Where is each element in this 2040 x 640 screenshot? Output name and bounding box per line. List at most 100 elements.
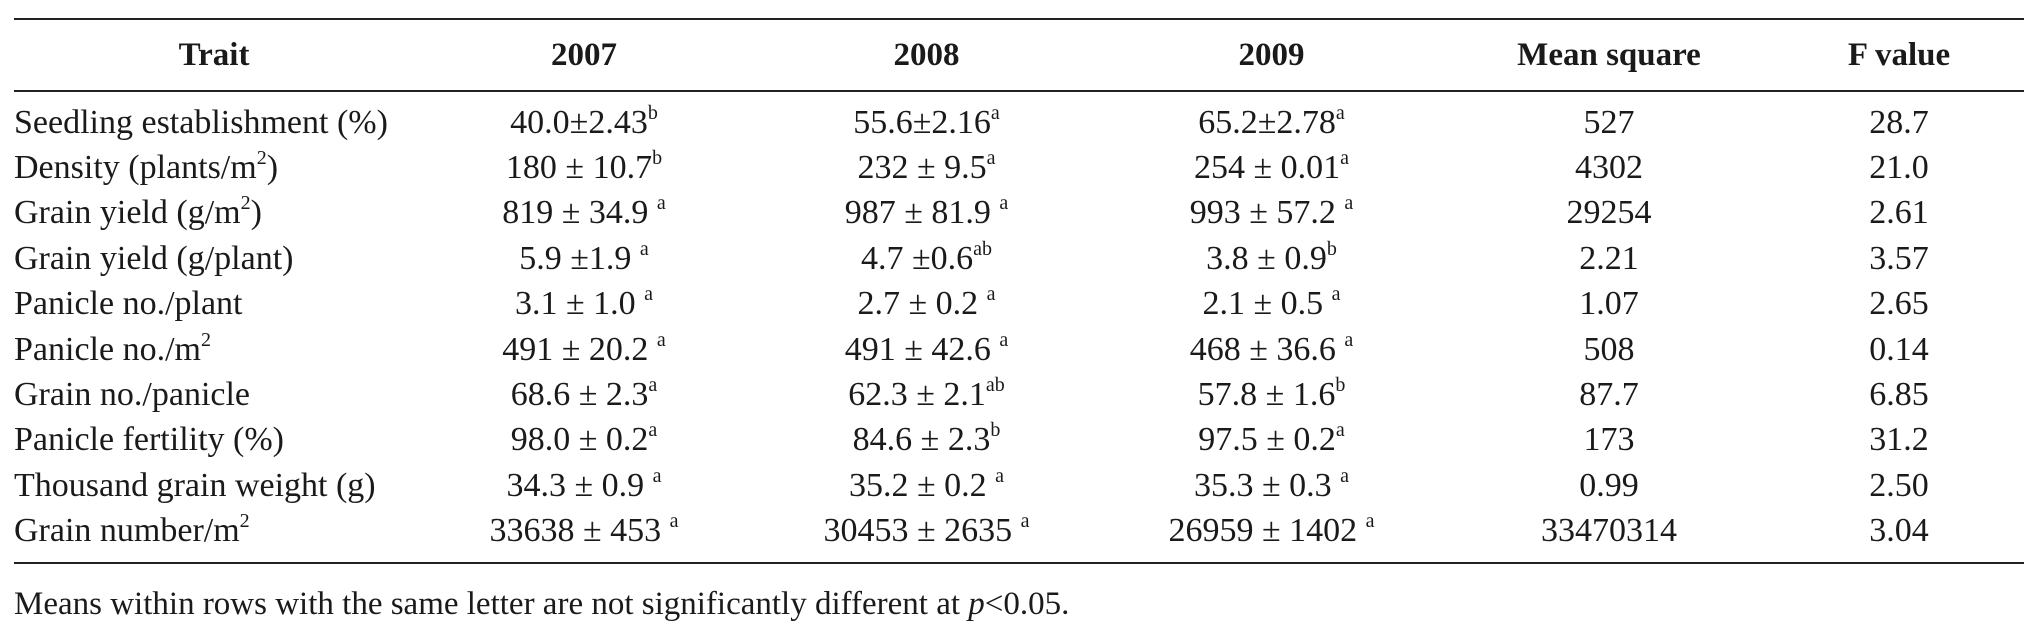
mean-square-cell: 508 [1583, 330, 1635, 368]
footnote: Means within rows with the same letter a… [14, 586, 2024, 623]
value-2009: 57.8 ± 1.6 [1197, 376, 1336, 414]
header-f-value: F value [1847, 36, 1951, 73]
letter-2009: a [1335, 101, 1345, 124]
trait-cell: Grain yield (g/m2) [14, 191, 414, 236]
trait-label: Grain number/m [14, 512, 240, 550]
value-2009: 993 ± 57.2 [1189, 194, 1345, 232]
table-row: Panicle fertility (%) 98.0 ± 0.2a 84.6 ± 2… [14, 418, 2024, 463]
trait-label: Thousand grain weight (g) [14, 466, 376, 504]
letter-2009: b [1326, 237, 1337, 260]
value-2008-cell: 987 ± 81.9 a [754, 191, 1099, 236]
trait-label: Density (plants/m [14, 149, 257, 187]
letter-2008: a [986, 283, 996, 306]
mean-square-cell: 29254 [1566, 194, 1652, 232]
trait-cell: Panicle fertility (%) [14, 418, 414, 463]
mean-square-cell: 527 [1583, 103, 1635, 141]
trait-label: Panicle no./plant [14, 285, 243, 323]
letter-2008: a [995, 464, 1005, 487]
letter-2007: a [656, 328, 666, 351]
letter-2008: a [1020, 510, 1030, 533]
mean-square-cell: 4302 [1575, 149, 1643, 187]
mean-square-cell: 173 [1583, 421, 1635, 459]
trait-cell: Panicle no./plant [14, 282, 414, 327]
trait-superscript: 2 [240, 192, 251, 215]
table-row: Grain no./panicle 68.6 ± 2.3a 62.3 ± 2.1ab… [14, 372, 2024, 417]
mean-square-cell: 0.99 [1579, 466, 1639, 504]
value-2008-cell: 30453 ± 2635 a [754, 509, 1099, 554]
trait-superscript: 2 [256, 147, 267, 170]
value-2008: 491 ± 42.6 [844, 330, 1000, 368]
value-2009-cell: 26959 ± 1402 a [1099, 509, 1444, 554]
value-2007: 34.3 ± 0.9 [506, 466, 653, 504]
table-row: Density (plants/m2) 180 ± 10.7b 232 ± 9.5a… [14, 145, 2024, 190]
value-2007: 98.0 ± 0.2 [510, 421, 649, 459]
value-2008-cell: 2.7 ± 0.2 a [754, 282, 1099, 327]
value-2008-cell: 491 ± 42.6 a [754, 327, 1099, 372]
table-row: Seedling establishment (%) 40.0±2.43b 55.6… [14, 91, 2024, 145]
value-2009-cell: 35.3 ± 0.3 a [1099, 463, 1444, 508]
value-2009-cell: 65.2±2.78a [1099, 91, 1444, 145]
f-value-cell: 28.7 [1869, 103, 1929, 141]
value-2008-cell: 84.6 ± 2.3b [754, 418, 1099, 463]
value-2009-cell: 2.1 ± 0.5 a [1099, 282, 1444, 327]
trait-label: Panicle no./m [14, 330, 201, 368]
value-2009-cell: 993 ± 57.2 a [1099, 191, 1444, 236]
f-value-cell: 6.85 [1869, 376, 1929, 414]
value-2008: 55.6±2.16 [853, 103, 991, 141]
value-2009: 65.2±2.78 [1198, 103, 1336, 141]
table-container: Trait 2007 2008 2009 Mean square F value… [14, 18, 2024, 623]
value-2007-cell: 33638 ± 453 a [414, 509, 754, 554]
letter-2007: a [639, 237, 649, 260]
value-2008: 35.2 ± 0.2 [848, 466, 996, 504]
value-2007: 68.6 ± 2.3 [510, 376, 649, 414]
trait-superscript: 2 [239, 510, 250, 533]
trait-label-tail: ) [266, 149, 279, 187]
value-2009-cell: 97.5 ± 0.2a [1099, 418, 1444, 463]
bottom-rule [14, 561, 2024, 564]
results-table: Trait 2007 2008 2009 Mean square F value… [14, 20, 2024, 554]
mean-square-cell: 87.7 [1579, 376, 1639, 414]
value-2009-cell: 254 ± 0.01a [1099, 145, 1444, 190]
letter-2009: b [1335, 374, 1346, 397]
footnote-italic: p [968, 585, 985, 622]
value-2008: 4.7 ±0.6 [860, 239, 974, 277]
footnote-text: Means within rows with the same letter a… [14, 585, 969, 622]
letter-2008: ab [973, 237, 993, 260]
value-2009: 2.1 ± 0.5 [1202, 285, 1332, 323]
value-2009: 26959 ± 1402 [1168, 512, 1366, 550]
trait-label: Grain yield (g/plant) [14, 239, 294, 277]
letter-2008: ab [985, 374, 1005, 397]
header-mean-square: Mean square [1517, 36, 1701, 73]
f-value-cell: 31.2 [1869, 421, 1929, 459]
trait-label-tail: ) [250, 194, 262, 232]
trait-cell: Panicle no./m2 [14, 327, 414, 372]
value-2009: 468 ± 36.6 [1189, 330, 1345, 368]
mean-square-cell: 1.07 [1579, 285, 1639, 323]
mean-square-cell: 2.21 [1579, 239, 1639, 277]
value-2008: 30453 ± 2635 [823, 512, 1021, 550]
header-2007: 2007 [551, 36, 617, 73]
value-2009: 97.5 ± 0.2 [1198, 421, 1336, 459]
letter-2007: b [652, 147, 663, 170]
trait-label: Panicle fertility (%) [14, 421, 285, 459]
letter-2009: a [1335, 419, 1345, 442]
trait-cell: Thousand grain weight (g) [14, 463, 414, 508]
trait-cell: Seedling establishment (%) [14, 91, 414, 145]
letter-2009: a [1331, 283, 1341, 306]
letter-2009: a [1344, 328, 1354, 351]
header-row: Trait 2007 2008 2009 Mean square F value [14, 20, 2024, 91]
value-2007-cell: 819 ± 34.9 a [414, 191, 754, 236]
f-value-cell: 2.50 [1869, 466, 1929, 504]
value-2009: 254 ± 0.01 [1193, 149, 1341, 187]
value-2007-cell: 40.0±2.43b [414, 91, 754, 145]
table-row: Thousand grain weight (g) 34.3 ± 0.9 a 35.… [14, 463, 2024, 508]
value-2009-cell: 3.8 ± 0.9b [1099, 236, 1444, 281]
value-2007: 3.1 ± 1.0 [514, 285, 645, 323]
header-trait: Trait [178, 36, 250, 73]
value-2007-cell: 5.9 ±1.9 a [414, 236, 754, 281]
f-value-cell: 3.04 [1869, 512, 1929, 550]
value-2007-cell: 98.0 ± 0.2a [414, 418, 754, 463]
value-2007: 180 ± 10.7 [505, 149, 653, 187]
table-body: Seedling establishment (%) 40.0±2.43b 55.6… [14, 91, 2024, 554]
